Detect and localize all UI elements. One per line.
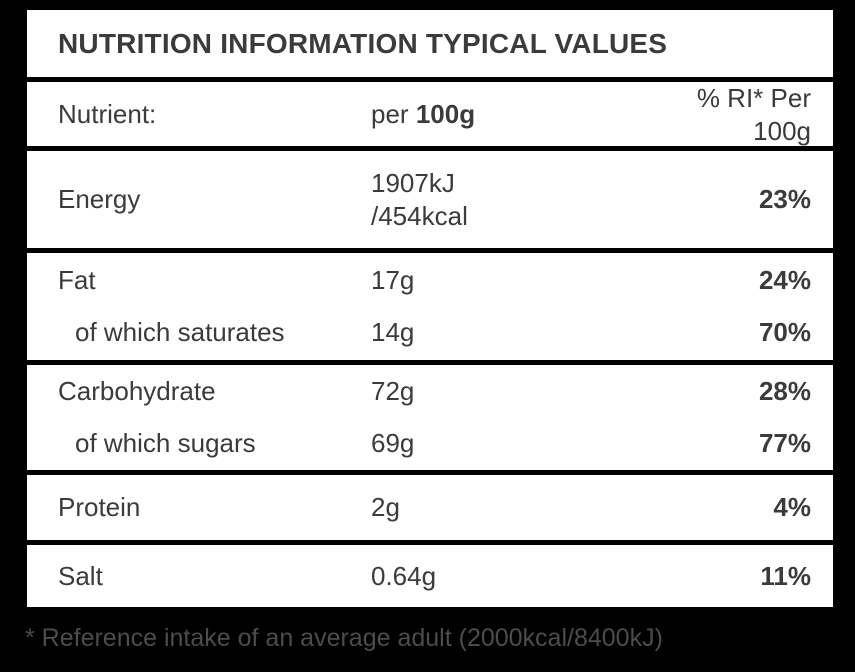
row-ri-percent: 77% (758, 428, 811, 459)
row-value: 72g (371, 376, 415, 407)
protein-section: Protein 2g 4% (27, 475, 833, 540)
row-label: of which saturates (75, 317, 285, 348)
reference-intake-footnote: * Reference intake of an average adult (… (25, 624, 663, 652)
row-label: Energy (58, 184, 141, 215)
table-row-energy: Energy 1907kJ /454kcal 23% (27, 167, 833, 232)
row-label: of which sugars (75, 428, 256, 459)
salt-section: Salt 0.64g 11% (27, 545, 833, 607)
row-value: 14g (371, 317, 415, 348)
table-row-carbohydrate: Carbohydrate 72g 28% (27, 367, 833, 417)
header-per-100g-label: per 100g (371, 98, 663, 131)
header-nutrient-label: Nutrient: (58, 99, 157, 130)
row-value: 2g (371, 492, 400, 523)
row-ri-percent: 70% (758, 317, 811, 348)
table-row-sugars: of which sugars 69g 77% (27, 418, 833, 468)
row-label: Carbohydrate (58, 376, 216, 407)
header-per-prefix: per (371, 99, 416, 130)
row-ri-percent: 23% (758, 184, 811, 215)
nutrition-table: NUTRITION INFORMATION TYPICAL VALUES Nut… (27, 10, 833, 607)
row-ri-percent: 24% (758, 265, 811, 296)
table-row-saturates: of which saturates 14g 70% (27, 308, 833, 358)
header-ri-label: % RI* Per 100g (696, 83, 811, 146)
column-header-panel: Nutrient: per 100g % RI* Per 100g (27, 82, 833, 146)
table-row-protein: Protein 2g 4% (27, 483, 833, 533)
row-label: Salt (58, 560, 103, 591)
row-value: 69g (371, 428, 415, 459)
row-value: 0.64g (371, 560, 437, 591)
table-row-salt: Salt 0.64g 11% (27, 551, 833, 601)
row-ri-percent: 4% (773, 492, 811, 523)
row-label: Fat (58, 265, 96, 296)
row-ri-percent: 28% (758, 376, 811, 407)
carbohydrate-section: Carbohydrate 72g 28% of which sugars 69g… (27, 365, 833, 470)
row-ri-percent: 11% (760, 560, 811, 591)
energy-section: Energy 1907kJ /454kcal 23% (27, 151, 833, 248)
row-label: Protein (58, 492, 141, 523)
header-per-amount: 100g (415, 99, 476, 130)
page-title: NUTRITION INFORMATION TYPICAL VALUES (58, 27, 668, 59)
fat-section: Fat 17g 24% of which saturates 14g 70% (27, 253, 833, 360)
row-value: 1907kJ /454kcal (371, 168, 468, 231)
row-value: 17g (371, 265, 415, 296)
title-panel: NUTRITION INFORMATION TYPICAL VALUES (27, 10, 833, 77)
table-row-fat: Fat 17g 24% (27, 255, 833, 305)
header-row: Nutrient: per 100g % RI* Per 100g (27, 82, 833, 146)
